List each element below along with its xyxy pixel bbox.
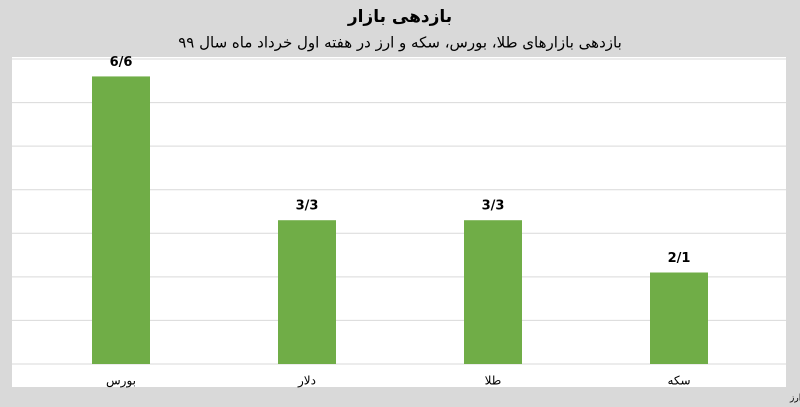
data-label: 3/3 <box>482 199 505 214</box>
bar <box>278 220 336 364</box>
x-tick-label: طلا <box>485 374 502 388</box>
bar <box>92 76 150 364</box>
chart-title: بازدهی بازار <box>347 7 452 27</box>
bar <box>650 272 708 364</box>
source-note: منبع؛ دلار: صرافی ملی، بورس: سازمان بورس… <box>789 394 800 404</box>
data-label: 2/1 <box>668 251 691 266</box>
data-label: 3/3 <box>296 199 319 214</box>
x-tick-label: سکه <box>667 374 690 388</box>
data-label: 6/6 <box>110 55 133 70</box>
x-tick-label: دلار <box>297 374 316 389</box>
chart-subtitle: بازدهی بازارهای طلا، بورس، سکه و ارز در … <box>178 34 622 52</box>
bar <box>464 220 522 364</box>
x-tick-label: بورس <box>106 374 136 389</box>
